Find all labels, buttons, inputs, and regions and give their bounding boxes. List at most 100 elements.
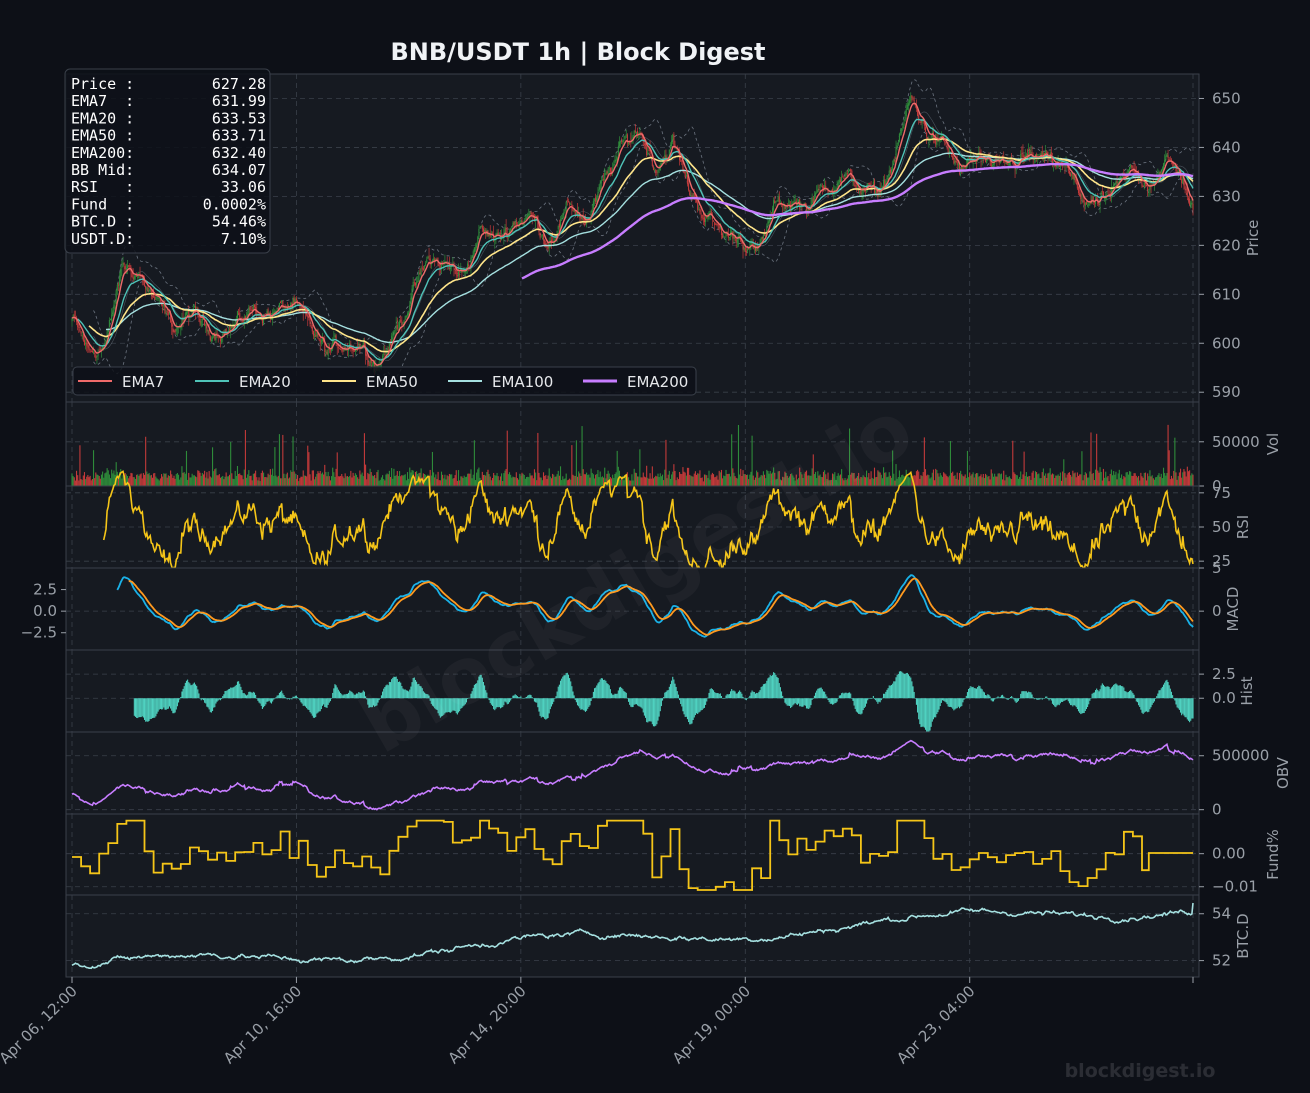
volume-bar [686,467,689,486]
hist-bar [317,698,319,713]
candle-body [413,282,415,284]
volume-bar [1191,473,1193,486]
volume-bar [1189,470,1191,486]
volume-bar [377,469,379,486]
hist-bar [869,698,871,699]
volume-bar [722,478,724,486]
hist-bar [1099,689,1101,699]
hist-bar [450,698,452,713]
hist-bar [1187,698,1190,721]
y-tick-label: 25 [1212,552,1231,570]
candle-body [712,220,715,222]
candle-body [1173,162,1175,166]
volume-bar [931,472,933,486]
hist-bar [736,693,738,699]
hist-bar [582,698,584,711]
candle-body [884,180,886,187]
hist-bar [673,679,675,699]
candle-body [992,163,995,165]
volume-bar [1057,474,1059,486]
hist-bar [162,698,164,710]
volume-bar [601,476,604,486]
candle-body [913,100,915,102]
volume-bar [283,473,285,486]
hist-bar [205,698,207,704]
candle-body [625,134,627,136]
volume-bar [898,470,900,486]
hist-bar [1166,679,1168,699]
candle-body [92,352,95,354]
volume-bar [570,479,572,486]
hist-bar [836,698,838,702]
candle-body [691,195,693,198]
candle-body [684,171,686,177]
volume-bar [116,471,118,486]
volume-bar [1110,469,1112,486]
hist-bar [988,694,990,699]
volume-bar [559,466,562,486]
volume-bar [754,477,757,486]
volume-bar [945,474,947,486]
candle-body [604,173,606,181]
hist-bar [462,698,464,707]
volume-bar [182,472,184,486]
volume-bar [1166,472,1168,486]
hist-bar [913,691,915,699]
volume-bar [845,480,847,486]
hist-bar [327,698,329,705]
volume-bar [513,477,515,486]
watermark-footer: blockdigest.io [1065,1060,1216,1082]
candle-body [1026,154,1029,157]
hist-bar [606,683,608,699]
candle-body [133,276,135,280]
volume-bar [247,474,249,486]
hist-bar [196,685,198,699]
hist-bar [1135,698,1137,702]
hist-bar [181,691,183,699]
hist-bar [430,698,432,704]
volume-bar [799,467,801,486]
candle-body [953,157,955,164]
hist-bar [603,680,605,699]
volume-bar [643,476,645,486]
hist-bar [569,678,571,699]
hist-bar [775,674,777,699]
volume-bar [362,476,364,486]
volume-bar [936,470,938,486]
hist-bar [437,698,439,714]
y-tick-label: 650 [1212,89,1241,107]
volume-bar [1148,476,1150,486]
candle-body [824,184,826,190]
candle-body [590,211,592,220]
hist-bar [403,689,405,699]
candle-body [199,318,201,324]
volume-bar [642,472,644,486]
candle-body [774,200,776,203]
hist-bar [881,697,883,699]
hist-bar [1110,687,1112,699]
candle-body [1089,201,1091,204]
candle-body [1073,175,1075,181]
hist-bar [365,696,367,699]
volume-bar [717,479,719,486]
volume-bar [671,474,673,486]
volume-bar [676,477,678,486]
volume-bar [137,474,139,486]
candle-body [639,132,641,134]
volume-bar [445,479,447,486]
candle-body [1029,150,1031,154]
hist-bar [650,698,652,722]
candle-body [940,135,942,137]
candle-body [149,289,151,292]
volume-bar [716,475,718,486]
volume-bar [1085,473,1088,486]
volume-bar [488,474,490,486]
volume-bar [290,470,292,486]
candle-body [1121,176,1123,178]
candle-body [710,211,712,216]
hist-bar [667,690,669,699]
volume-bar [1104,477,1106,486]
candle-body [382,355,384,361]
volume-bar [420,468,422,486]
hist-bar [749,695,751,699]
